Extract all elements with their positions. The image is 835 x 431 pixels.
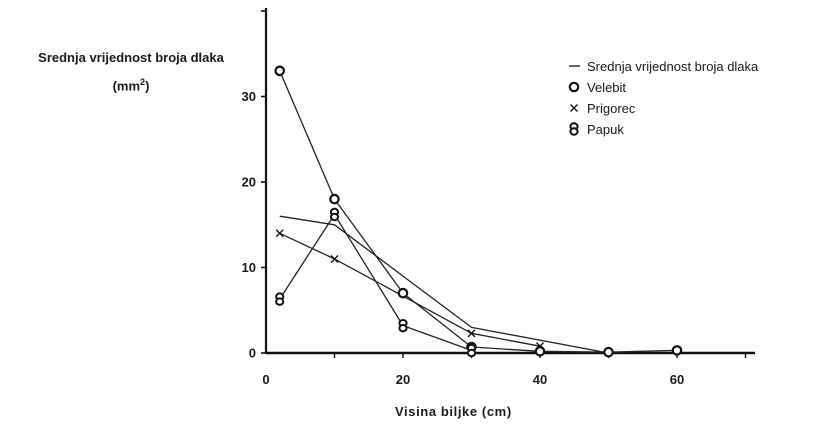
series-2-point-2-cross — [467, 329, 476, 338]
series-1-point-5-ring — [603, 346, 614, 358]
series-2-point-2 — [467, 329, 476, 338]
series-1-point-6-ring — [671, 345, 683, 356]
x-tick-label-40: 40 — [533, 372, 547, 387]
y-tick-label-30: 30 — [242, 89, 256, 104]
legend-item-2: Prigorec — [570, 101, 636, 116]
series-1-point-2-ring — [397, 287, 409, 299]
series-3-point-0-lower — [275, 297, 285, 306]
y-axis-label: Srednja vrijednost broja dlaka (mm2) — [6, 46, 256, 98]
series-1-point-1 — [329, 193, 340, 205]
series-3-point-2-lower — [398, 323, 408, 333]
series-1-point-0 — [274, 65, 285, 77]
series-2-point-1-cross — [330, 254, 339, 263]
x-tick-label-0: 0 — [262, 372, 269, 387]
markers — [274, 65, 683, 358]
legend-item-1: Velebit — [568, 80, 626, 95]
series-3-point-3 — [466, 343, 477, 358]
series-1-point-1-ring — [329, 193, 340, 205]
legend-swatch-1 — [568, 81, 580, 93]
series-3-point-3-lower — [466, 348, 477, 358]
series-2-point-3-cross — [536, 342, 544, 351]
x-tick-label-20: 20 — [396, 372, 410, 387]
legend-swatch-2 — [570, 104, 578, 112]
legend-label-3: Papuk — [587, 122, 624, 137]
legend-swatch-1-ring — [568, 81, 580, 93]
legend-label-2: Prigorec — [587, 101, 636, 116]
x-tick-label-60: 60 — [670, 372, 684, 387]
series-line-0 — [279, 215, 609, 354]
y-axis-unit-open: (mm — [112, 78, 141, 94]
y-axis-label-unit: (mm2) — [6, 70, 256, 98]
series-3-point-0 — [275, 292, 285, 306]
series-3-point-1-lower — [329, 212, 340, 222]
series-1-point-6 — [671, 345, 683, 356]
y-tick-label-20: 20 — [242, 175, 256, 190]
y-axis-unit-close: ) — [145, 78, 150, 94]
legend-item-3: Papuk — [569, 122, 624, 137]
y-tick-label-0: 0 — [249, 346, 256, 361]
legend: Srednja vrijednost broja dlaka Velebit Pri… — [568, 59, 759, 137]
x-axis-label: Visina biljke (cm) — [395, 404, 512, 419]
y-axis-label-title: Srednja vrijednost broja dlaka — [38, 50, 224, 65]
y-tick-label-10: 10 — [242, 260, 256, 275]
legend-item-0: Srednja vrijednost broja dlaka — [569, 59, 759, 74]
series-1-point-2 — [397, 287, 409, 299]
series-1-point-0-ring — [274, 65, 285, 77]
series-2-point-0-cross — [275, 229, 284, 238]
legend-swatch-2-cross — [570, 104, 578, 112]
legend-label-0: Srednja vrijednost broja dlaka — [587, 59, 759, 74]
legend-swatch-3-lower — [569, 127, 579, 136]
series-2-point-0 — [275, 229, 284, 238]
series-line-2 — [279, 232, 541, 347]
y-axis-unit-sup: 2 — [140, 77, 146, 87]
legend-label-1: Velebit — [587, 80, 626, 95]
legend-swatch-3 — [569, 122, 579, 136]
series-3-point-2 — [398, 318, 408, 333]
series-2-point-1 — [330, 254, 339, 263]
series-1-point-5 — [603, 346, 614, 358]
series-2-point-3 — [536, 342, 544, 351]
series-line-3 — [279, 213, 472, 352]
series-3-point-1 — [329, 207, 340, 222]
